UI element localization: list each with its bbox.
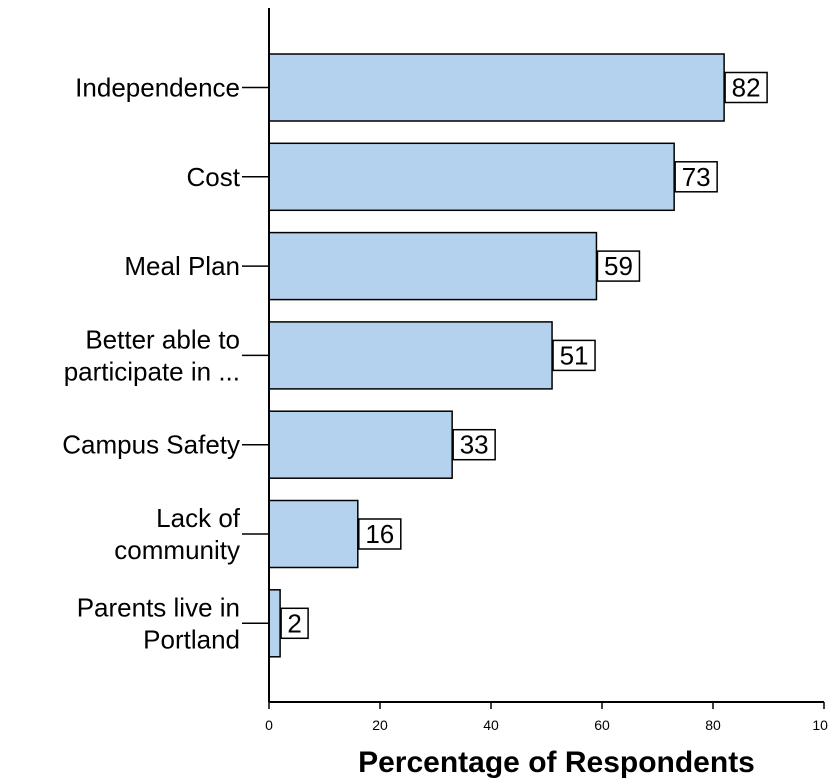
category-label-line: community bbox=[114, 535, 240, 565]
category-label-line: Independence bbox=[75, 73, 240, 103]
x-tick-label: 20 bbox=[372, 717, 388, 733]
category-label: Independence bbox=[75, 73, 240, 103]
bar bbox=[268, 410, 453, 479]
x-tick-label: 80 bbox=[705, 717, 721, 733]
data-label-box bbox=[552, 339, 596, 372]
category-label-line: Parents live in bbox=[77, 592, 240, 622]
data-label: 51 bbox=[560, 340, 589, 370]
x-tick-label: 40 bbox=[483, 717, 499, 733]
category-label-line: Cost bbox=[187, 162, 241, 192]
bar bbox=[268, 231, 598, 301]
bar bbox=[268, 142, 675, 212]
data-label: 16 bbox=[365, 519, 394, 549]
category-label: Parents live in Portland bbox=[77, 592, 240, 654]
bar bbox=[268, 499, 359, 569]
category-label: Cost bbox=[187, 162, 241, 192]
x-tick-label: 0 bbox=[265, 717, 273, 733]
data-label-box bbox=[280, 607, 309, 640]
category-label-line: participate in ... bbox=[64, 356, 240, 386]
category-label-line: Lack of bbox=[156, 503, 241, 533]
category-label: Lack of community bbox=[114, 503, 240, 565]
bar bbox=[268, 53, 725, 122]
x-axis-title: Percentage of Respondents bbox=[358, 746, 755, 779]
bar bbox=[268, 589, 281, 658]
data-label-box bbox=[596, 250, 641, 282]
category-label-line: Meal Plan bbox=[124, 251, 240, 281]
category-label-line: Campus Safety bbox=[62, 430, 240, 460]
data-label-box bbox=[452, 428, 496, 461]
data-label-box bbox=[674, 161, 718, 193]
labels-layer: 0 20 40 60 80 100 Independence 82 Cost 73 Meal Pla… bbox=[62, 71, 828, 733]
data-label-box bbox=[358, 518, 402, 550]
x-tick-label: 60 bbox=[594, 717, 610, 733]
x-tick-label: 100 bbox=[812, 717, 828, 733]
data-label: 59 bbox=[604, 251, 633, 281]
data-label: 2 bbox=[287, 608, 301, 638]
category-label-line: Portland bbox=[143, 624, 240, 654]
bars-layer bbox=[268, 53, 725, 658]
category-label: Meal Plan bbox=[124, 251, 240, 281]
data-label: 73 bbox=[682, 162, 711, 192]
category-label-line: Better able to bbox=[85, 324, 240, 354]
category-label: Better able to participate in ... bbox=[64, 324, 240, 386]
data-label-box bbox=[724, 71, 768, 104]
category-label: Campus Safety bbox=[62, 430, 240, 460]
data-label: 33 bbox=[460, 430, 489, 460]
bar bbox=[268, 321, 553, 390]
data-label: 82 bbox=[732, 73, 761, 103]
